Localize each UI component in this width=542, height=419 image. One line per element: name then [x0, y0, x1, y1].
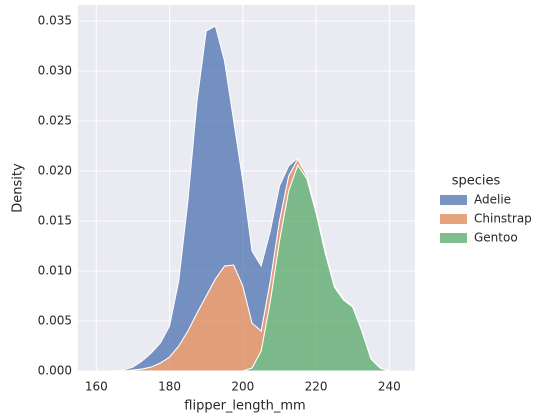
legend-swatch	[440, 233, 467, 243]
legend-label: Chinstrap	[474, 212, 532, 226]
x-axis-label: flipper_length_mm	[184, 399, 305, 414]
y-tick-label: 0.025	[38, 114, 72, 128]
legend-label: Gentoo	[474, 231, 518, 245]
x-tick-label: 200	[231, 380, 254, 394]
legend-swatch	[440, 195, 467, 205]
y-tick-label: 0.000	[38, 364, 72, 378]
y-tick-label: 0.020	[38, 164, 72, 178]
x-tick-label: 240	[378, 380, 401, 394]
y-tick-label: 0.015	[38, 214, 72, 228]
x-tick-label: 180	[158, 380, 181, 394]
y-tick-label: 0.035	[38, 14, 72, 28]
x-tick-label: 160	[85, 380, 108, 394]
y-tick-label: 0.010	[38, 264, 72, 278]
legend-title: species	[452, 174, 501, 189]
legend-swatch	[440, 214, 467, 224]
y-tick-label: 0.030	[38, 64, 72, 78]
y-tick-label: 0.005	[38, 314, 72, 328]
x-tick-label: 220	[305, 380, 328, 394]
y-axis-label: Density	[11, 163, 26, 213]
legend-label: Adelie	[474, 193, 511, 207]
